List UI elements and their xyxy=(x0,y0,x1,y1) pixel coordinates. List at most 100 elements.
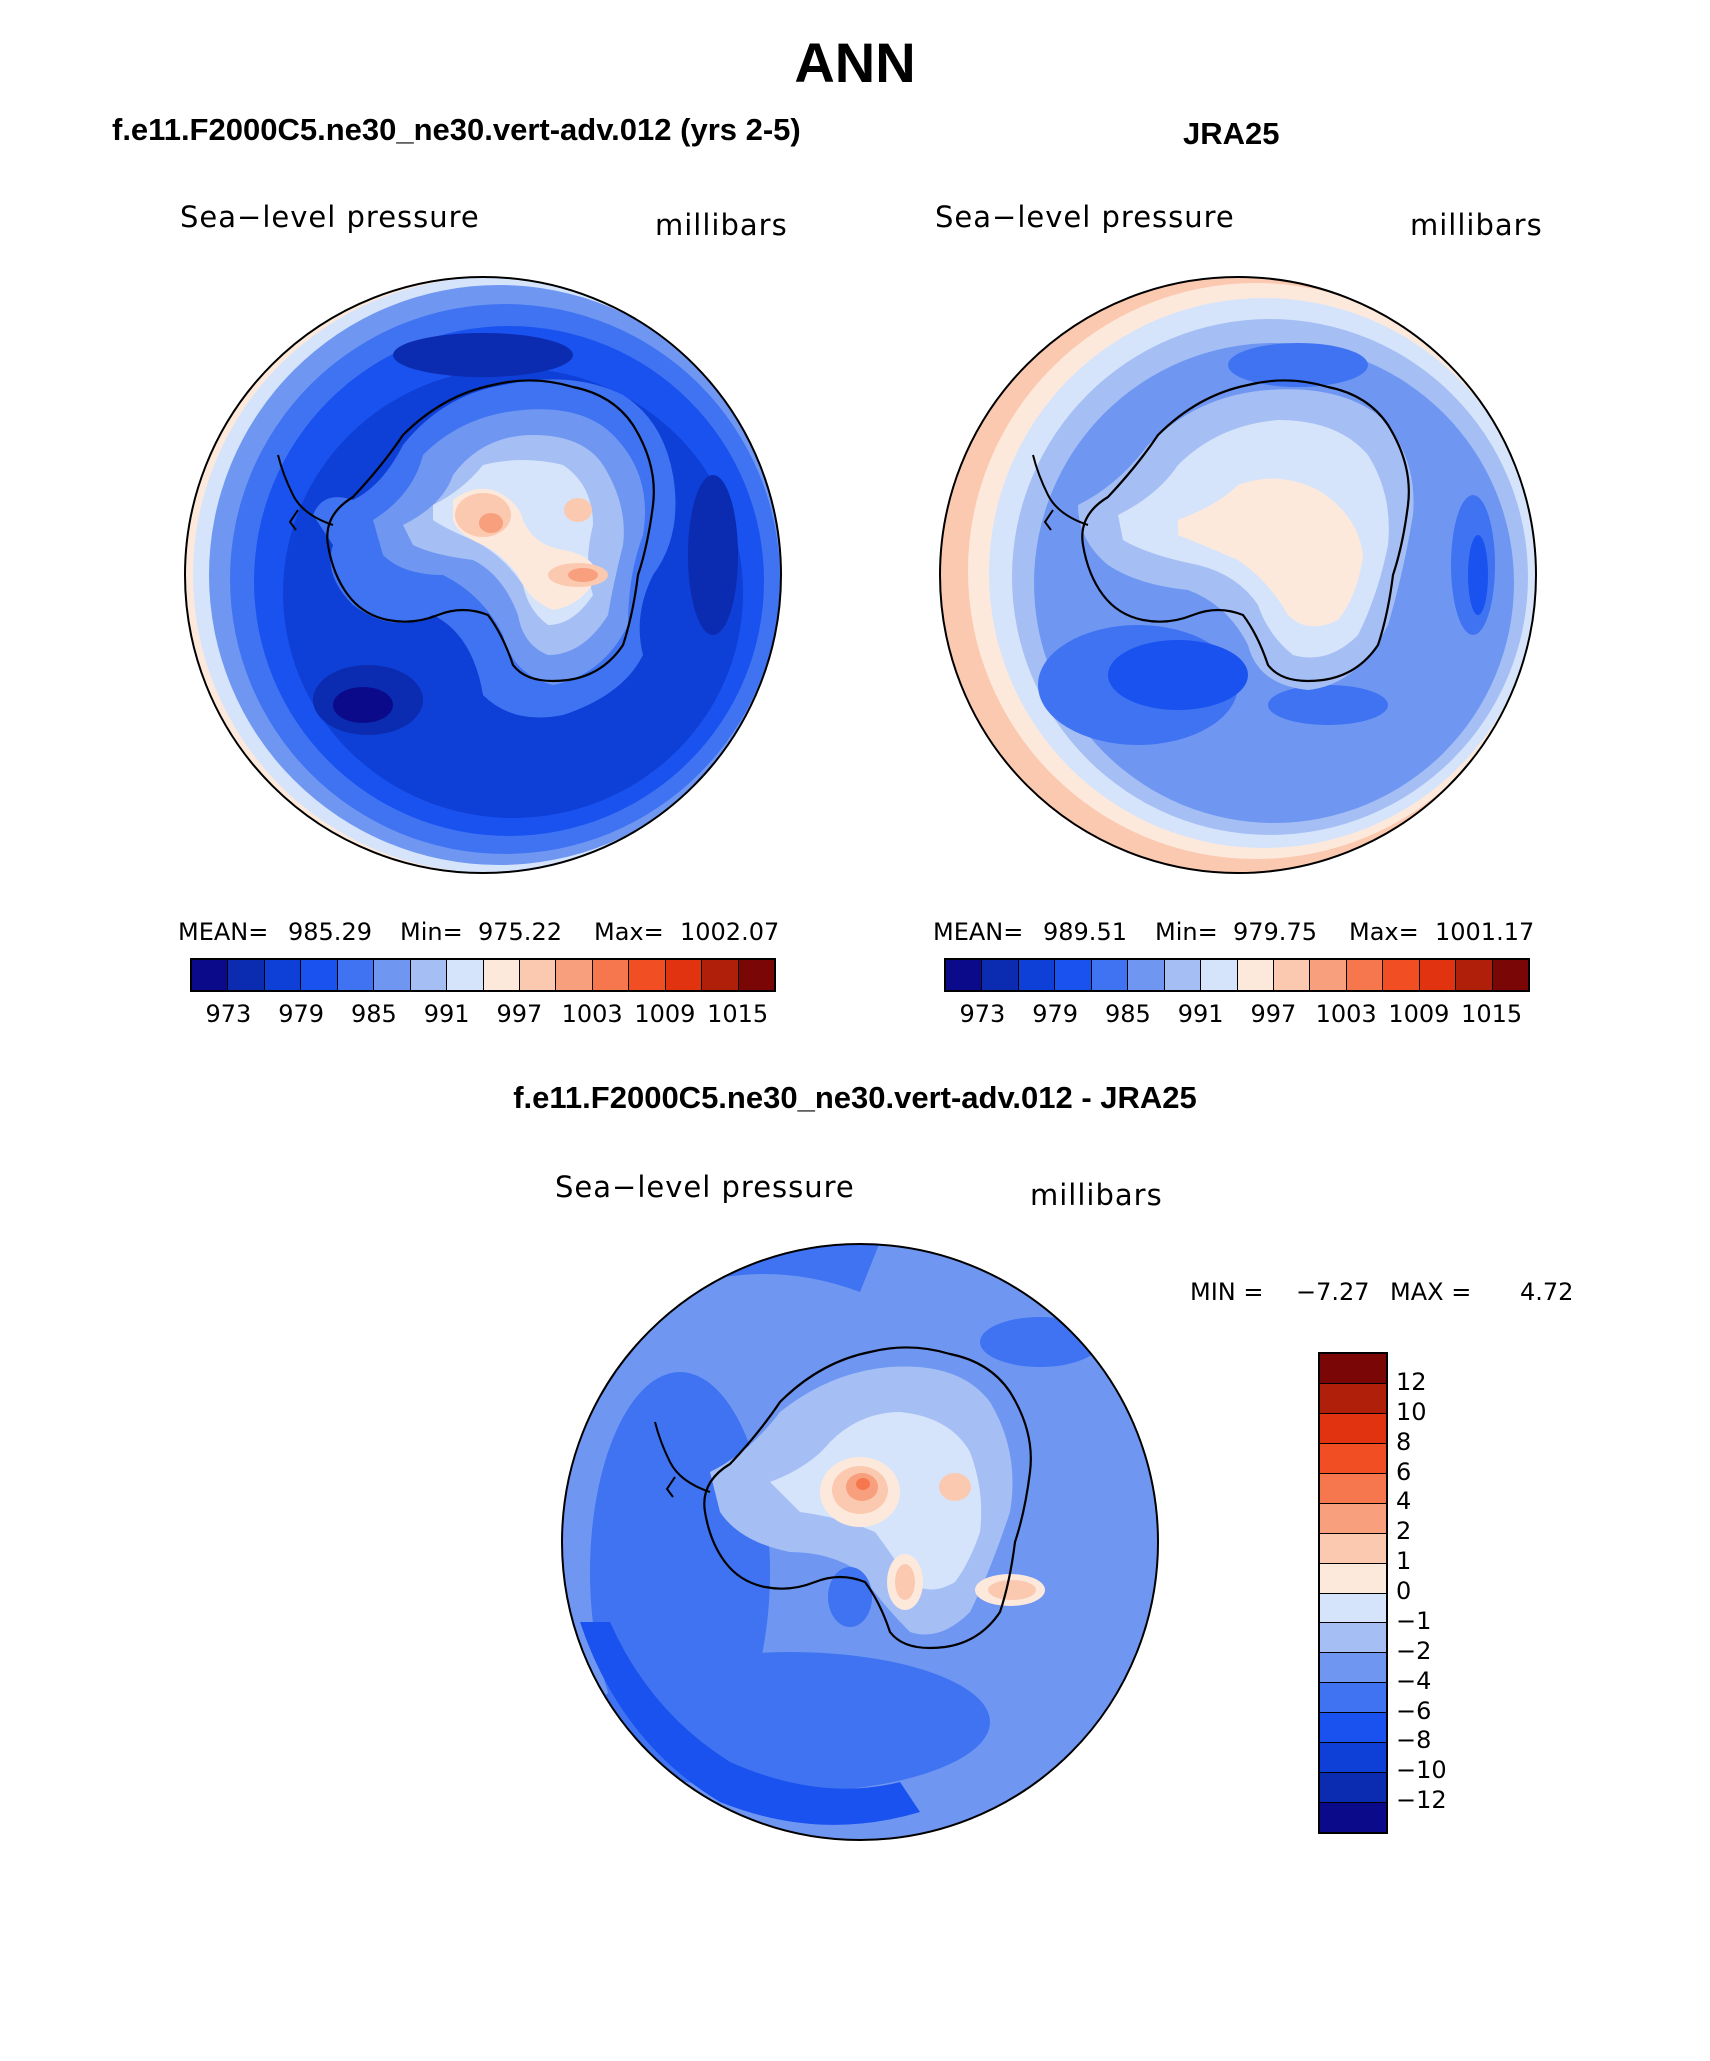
model-colorbar-swatch xyxy=(738,960,774,990)
diff-colorbar-swatch xyxy=(1320,1443,1386,1474)
model-colorbar-swatch xyxy=(192,960,229,990)
obs-colorbar-swatch xyxy=(1310,960,1347,990)
obs-colorbar-swatch xyxy=(1201,960,1238,990)
model-colorbar-swatch xyxy=(483,960,520,990)
model-mean-label: MEAN= xyxy=(178,918,269,946)
diff-colorbar-swatch xyxy=(1320,1623,1386,1654)
obs-colorbar-swatch xyxy=(946,960,983,990)
model-colorbar-swatch xyxy=(665,960,703,990)
obs-colorbar-swatch xyxy=(1091,960,1129,990)
diff-colorbar-tick-label: −4 xyxy=(1396,1666,1432,1695)
diff-colorbar-tick-label: 2 xyxy=(1396,1517,1412,1546)
model-colorbar-tick-label: 997 xyxy=(496,1000,543,1028)
diff-variable-label: Sea−level pressure xyxy=(555,1170,855,1204)
obs-mean-value: 989.51 xyxy=(1043,918,1127,946)
model-max-value: 1002.07 xyxy=(680,918,780,946)
obs-colorbar-tick-label: 973 xyxy=(959,1000,1006,1028)
diff-units-label: millibars xyxy=(1030,1178,1163,1212)
diff-colorbar-tick-label: −1 xyxy=(1396,1606,1432,1635)
obs-colorbar-swatch xyxy=(1128,960,1165,990)
model-min-value: 975.22 xyxy=(478,918,562,946)
obs-units-label: millibars xyxy=(1410,208,1543,242)
diff-colorbar-swatch xyxy=(1320,1773,1386,1804)
obs-colorbar-swatch xyxy=(1383,960,1420,990)
figure-title: ANN xyxy=(794,31,916,94)
obs-polar-map xyxy=(939,276,1537,874)
obs-colorbar-swatch xyxy=(1346,960,1384,990)
obs-colorbar-tick-label: 979 xyxy=(1032,1000,1079,1028)
model-colorbar xyxy=(190,958,776,992)
model-colorbar-swatch xyxy=(447,960,484,990)
obs-colorbar-tick-label: 991 xyxy=(1177,1000,1224,1028)
obs-colorbar-swatch xyxy=(1018,960,1056,990)
diff-colorbar-tick-label: 6 xyxy=(1396,1457,1412,1486)
diff-colorbar-tick-label: 4 xyxy=(1396,1487,1412,1516)
diff-colorbar-tick-label: −6 xyxy=(1396,1696,1432,1725)
diff-colorbar-tick-label: 10 xyxy=(1396,1397,1427,1426)
diff-colorbar-swatch xyxy=(1320,1683,1386,1714)
diff-colorbar-swatch xyxy=(1320,1803,1386,1832)
model-colorbar-swatch xyxy=(228,960,265,990)
diff-max-label: MAX = xyxy=(1390,1278,1472,1306)
obs-variable-label: Sea−level pressure xyxy=(935,200,1235,234)
model-colorbar-tick-label: 985 xyxy=(350,1000,397,1028)
model-polar-map xyxy=(184,276,782,874)
diff-colorbar-tick-label: 0 xyxy=(1396,1577,1412,1605)
diff-colorbar-swatch xyxy=(1320,1563,1386,1594)
obs-colorbar-tick-label: 1003 xyxy=(1315,1000,1377,1028)
obs-colorbar-tick-label: 997 xyxy=(1250,1000,1297,1028)
obs-mean-label: MEAN= xyxy=(933,918,1024,946)
model-variable-label: Sea−level pressure xyxy=(180,200,480,234)
model-colorbar-tick-label: 1009 xyxy=(634,1000,696,1028)
model-colorbar-tick-label: 991 xyxy=(423,1000,470,1028)
obs-colorbar-tick-label: 1015 xyxy=(1461,1000,1523,1028)
model-colorbar-swatch xyxy=(629,960,666,990)
model-colorbar-swatch xyxy=(374,960,411,990)
diff-colorbar-swatch xyxy=(1320,1413,1386,1444)
model-max-label: Max= xyxy=(594,918,664,946)
diff-colorbar-swatch xyxy=(1320,1503,1386,1534)
obs-colorbar-tick-label: 985 xyxy=(1104,1000,1151,1028)
obs-panel-title: JRA25 xyxy=(1183,116,1280,151)
model-units-label: millibars xyxy=(655,208,788,242)
model-colorbar-swatch xyxy=(264,960,302,990)
model-panel-title: f.e11.F2000C5.ne30_ne30.vert-adv.012 (yr… xyxy=(112,112,801,147)
obs-colorbar-swatch xyxy=(1164,960,1202,990)
diff-colorbar-tick-label: −12 xyxy=(1396,1786,1447,1815)
model-mean-value: 985.29 xyxy=(288,918,372,946)
model-colorbar-tick-label: 1015 xyxy=(707,1000,769,1028)
diff-colorbar-swatch xyxy=(1320,1533,1386,1564)
diff-min-value: −7.27 xyxy=(1296,1278,1370,1306)
diff-colorbar-tick-label: 1 xyxy=(1396,1547,1412,1576)
model-colorbar-swatch xyxy=(301,960,338,990)
model-colorbar-swatch xyxy=(592,960,630,990)
model-colorbar-tick-label: 979 xyxy=(278,1000,325,1028)
model-colorbar-swatch xyxy=(556,960,593,990)
obs-colorbar-swatch xyxy=(1419,960,1457,990)
obs-colorbar-swatch xyxy=(1237,960,1274,990)
obs-colorbar xyxy=(944,958,1530,992)
diff-colorbar-swatch xyxy=(1320,1743,1386,1774)
obs-colorbar-tick-label: 1009 xyxy=(1388,1000,1450,1028)
obs-colorbar-swatch xyxy=(982,960,1019,990)
obs-colorbar-swatch xyxy=(1492,960,1528,990)
model-colorbar-swatch xyxy=(702,960,739,990)
obs-max-label: Max= xyxy=(1349,918,1419,946)
diff-colorbar-tick-label: 8 xyxy=(1396,1427,1412,1456)
diff-colorbar-tick-label: −10 xyxy=(1396,1756,1447,1785)
diff-polar-map xyxy=(561,1243,1159,1841)
obs-colorbar-swatch xyxy=(1055,960,1092,990)
diff-colorbar-tick-label: 12 xyxy=(1396,1367,1427,1396)
diff-panel-title: f.e11.F2000C5.ne30_ne30.vert-adv.012 - J… xyxy=(513,1080,1197,1115)
diff-colorbar-swatch xyxy=(1320,1354,1386,1384)
diff-colorbar-tick-label: −8 xyxy=(1396,1726,1432,1755)
model-min-label: Min= xyxy=(400,918,463,946)
diff-max-value: 4.72 xyxy=(1520,1278,1574,1306)
obs-max-value: 1001.17 xyxy=(1435,918,1535,946)
model-colorbar-swatch xyxy=(337,960,375,990)
model-colorbar-tick-label: 973 xyxy=(205,1000,252,1028)
model-colorbar-tick-label: 1003 xyxy=(561,1000,623,1028)
obs-colorbar-swatch xyxy=(1273,960,1311,990)
diff-colorbar-swatch xyxy=(1320,1473,1386,1504)
diff-colorbar-swatch xyxy=(1320,1713,1386,1744)
